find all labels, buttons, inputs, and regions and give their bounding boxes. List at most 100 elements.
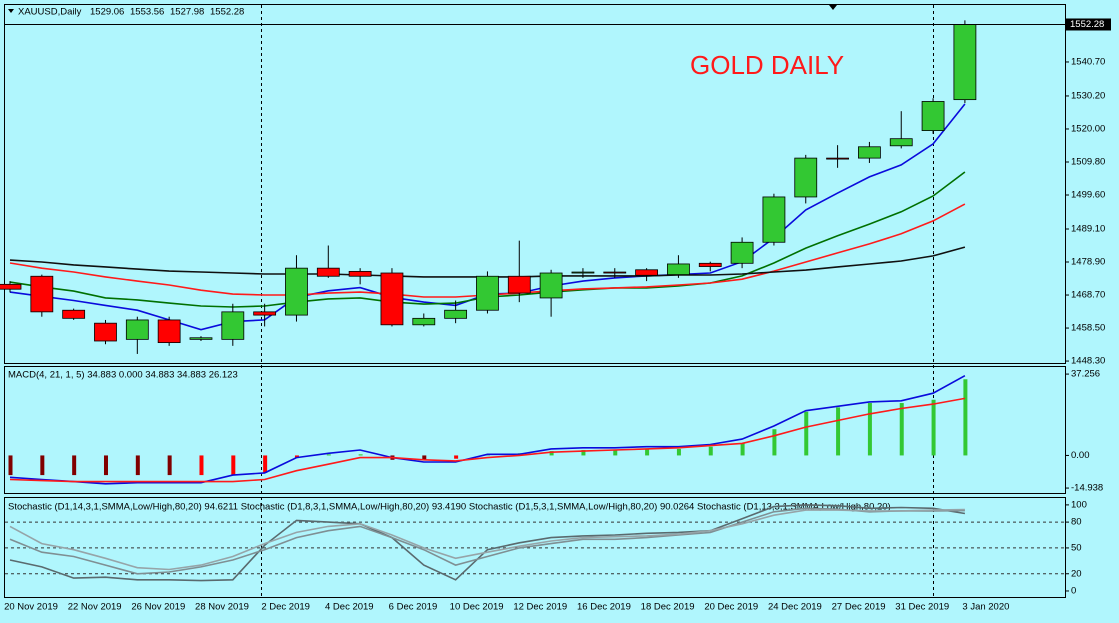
x-tick-label: 31 Dec 2019: [895, 602, 949, 613]
y-tick-label: 0.00: [1071, 450, 1090, 461]
candle-body: [221, 311, 245, 340]
histogram-bar: [294, 455, 299, 458]
x-tick-label: 26 Nov 2019: [131, 602, 185, 613]
open-label: 1529.06: [90, 7, 124, 18]
x-tick-label: 28 Nov 2019: [195, 602, 249, 613]
macd-title: MACD(4, 21, 1, 5) 34.883 0.000 34.883 34…: [8, 370, 238, 381]
candle-body: [316, 267, 340, 277]
candle-body: [698, 262, 722, 267]
symbol-label: XAUUSD,Daily: [18, 7, 82, 18]
candle-body: [730, 241, 754, 264]
x-tick-label: 20 Nov 2019: [4, 602, 58, 613]
histogram-bar: [645, 448, 650, 456]
histogram-bar: [899, 403, 904, 456]
histogram-bar: [8, 455, 13, 476]
y-tick-label: 1530.20: [1071, 90, 1105, 101]
y-tick-label: 80: [1071, 517, 1082, 528]
indicator-line: [9, 507, 965, 575]
x-tick-label: 24 Dec 2019: [768, 602, 822, 613]
candle-body: [571, 271, 595, 274]
candle-body: [125, 319, 149, 340]
candle-body: [539, 272, 563, 299]
y-tick-label: 0: [1071, 585, 1076, 596]
candle-body: [30, 275, 54, 313]
candle-body: [412, 317, 436, 326]
shift-marker: [829, 5, 837, 10]
candle-body: [476, 275, 499, 311]
x-tick-label: 20 Dec 2019: [704, 602, 758, 613]
indicator-line: [9, 397, 966, 483]
indicator-line: [9, 504, 966, 582]
histogram-bar: [549, 451, 554, 456]
indicator-line: [9, 508, 965, 571]
candle-body: [635, 269, 658, 276]
candle-body: [62, 309, 86, 319]
candle-body: [921, 101, 945, 131]
y-tick-label: 37.256: [1071, 369, 1100, 380]
stochastic-title: Stochastic (D1,14,3,1,SMMA,Low/High,80,2…: [8, 502, 891, 513]
indicator-line: [9, 374, 966, 485]
candle-body: [189, 337, 213, 340]
candle-body: [953, 24, 977, 101]
annotation: GOLD DAILY: [690, 50, 844, 80]
price-panel: [4, 4, 1066, 364]
histogram-bar: [804, 411, 809, 456]
candle-body: [253, 311, 277, 316]
histogram-bar: [581, 449, 586, 456]
candle-body: [380, 272, 404, 326]
y-tick-label: 1509.80: [1071, 157, 1105, 168]
y-tick-label: 1540.70: [1071, 56, 1105, 67]
x-tick-label: 27 Dec 2019: [832, 602, 886, 613]
histogram-bar: [199, 455, 204, 476]
price-tag-label: 1552.28: [1070, 19, 1104, 30]
x-tick-label: 2 Dec 2019: [261, 602, 310, 613]
histogram-bar: [422, 455, 427, 460]
candle-body: [794, 157, 818, 198]
candle-body: [348, 270, 372, 277]
histogram-bar: [772, 429, 777, 456]
candle-body: [667, 263, 690, 276]
histogram-bar: [454, 455, 459, 459]
histogram-bar: [103, 455, 108, 476]
price-tag: [1066, 18, 1111, 31]
histogram-bar: [263, 455, 268, 473]
y-tick-label: 20: [1071, 568, 1082, 579]
candle-body: [94, 322, 117, 342]
candle-body: [762, 196, 786, 243]
candle-body: [507, 275, 531, 294]
x-tick-label: 18 Dec 2019: [641, 602, 695, 613]
menu-arrow[interactable]: [8, 9, 14, 13]
histogram-bar: [931, 399, 936, 456]
x-tick-label: 6 Dec 2019: [389, 602, 438, 613]
y-tick-label: 1520.00: [1071, 123, 1105, 134]
candle-body: [0, 283, 22, 290]
x-tick-label: 22 Nov 2019: [68, 602, 122, 613]
histogram-bar: [963, 379, 968, 456]
close-label: 1552.28: [210, 7, 244, 18]
y-tick-label: 1458.50: [1071, 323, 1105, 334]
y-tick-label: 1468.70: [1071, 290, 1105, 301]
histogram-bar: [708, 446, 713, 456]
y-tick-label: 100: [1071, 499, 1087, 510]
histogram-bar: [676, 448, 681, 456]
x-tick-label: 4 Dec 2019: [325, 602, 374, 613]
histogram-bar: [740, 443, 745, 456]
candle-body: [889, 138, 913, 147]
y-tick-label: 1499.60: [1071, 190, 1105, 201]
y-tick-label: -14.938: [1071, 483, 1103, 494]
histogram-bar: [836, 407, 841, 456]
candle-body: [157, 319, 181, 344]
x-tick-label: 10 Dec 2019: [450, 602, 504, 613]
x-tick-label: 3 Jan 2020: [962, 602, 1009, 613]
high-label: 1553.56: [130, 7, 164, 18]
histogram-bar: [231, 455, 236, 476]
candle-body: [444, 309, 468, 319]
y-tick-label: 1489.10: [1071, 224, 1105, 235]
histogram-bar: [40, 455, 45, 476]
y-tick-label: 1448.30: [1071, 356, 1105, 367]
candle-body: [826, 157, 849, 160]
y-tick-label: 50: [1071, 542, 1082, 553]
histogram-bar: [326, 454, 331, 456]
macd-panel: [4, 366, 1066, 494]
